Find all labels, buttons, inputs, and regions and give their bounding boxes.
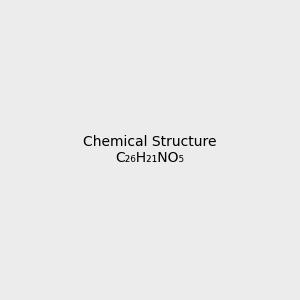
Text: Chemical Structure
C₂₆H₂₁NO₅: Chemical Structure C₂₆H₂₁NO₅ [83,135,217,165]
